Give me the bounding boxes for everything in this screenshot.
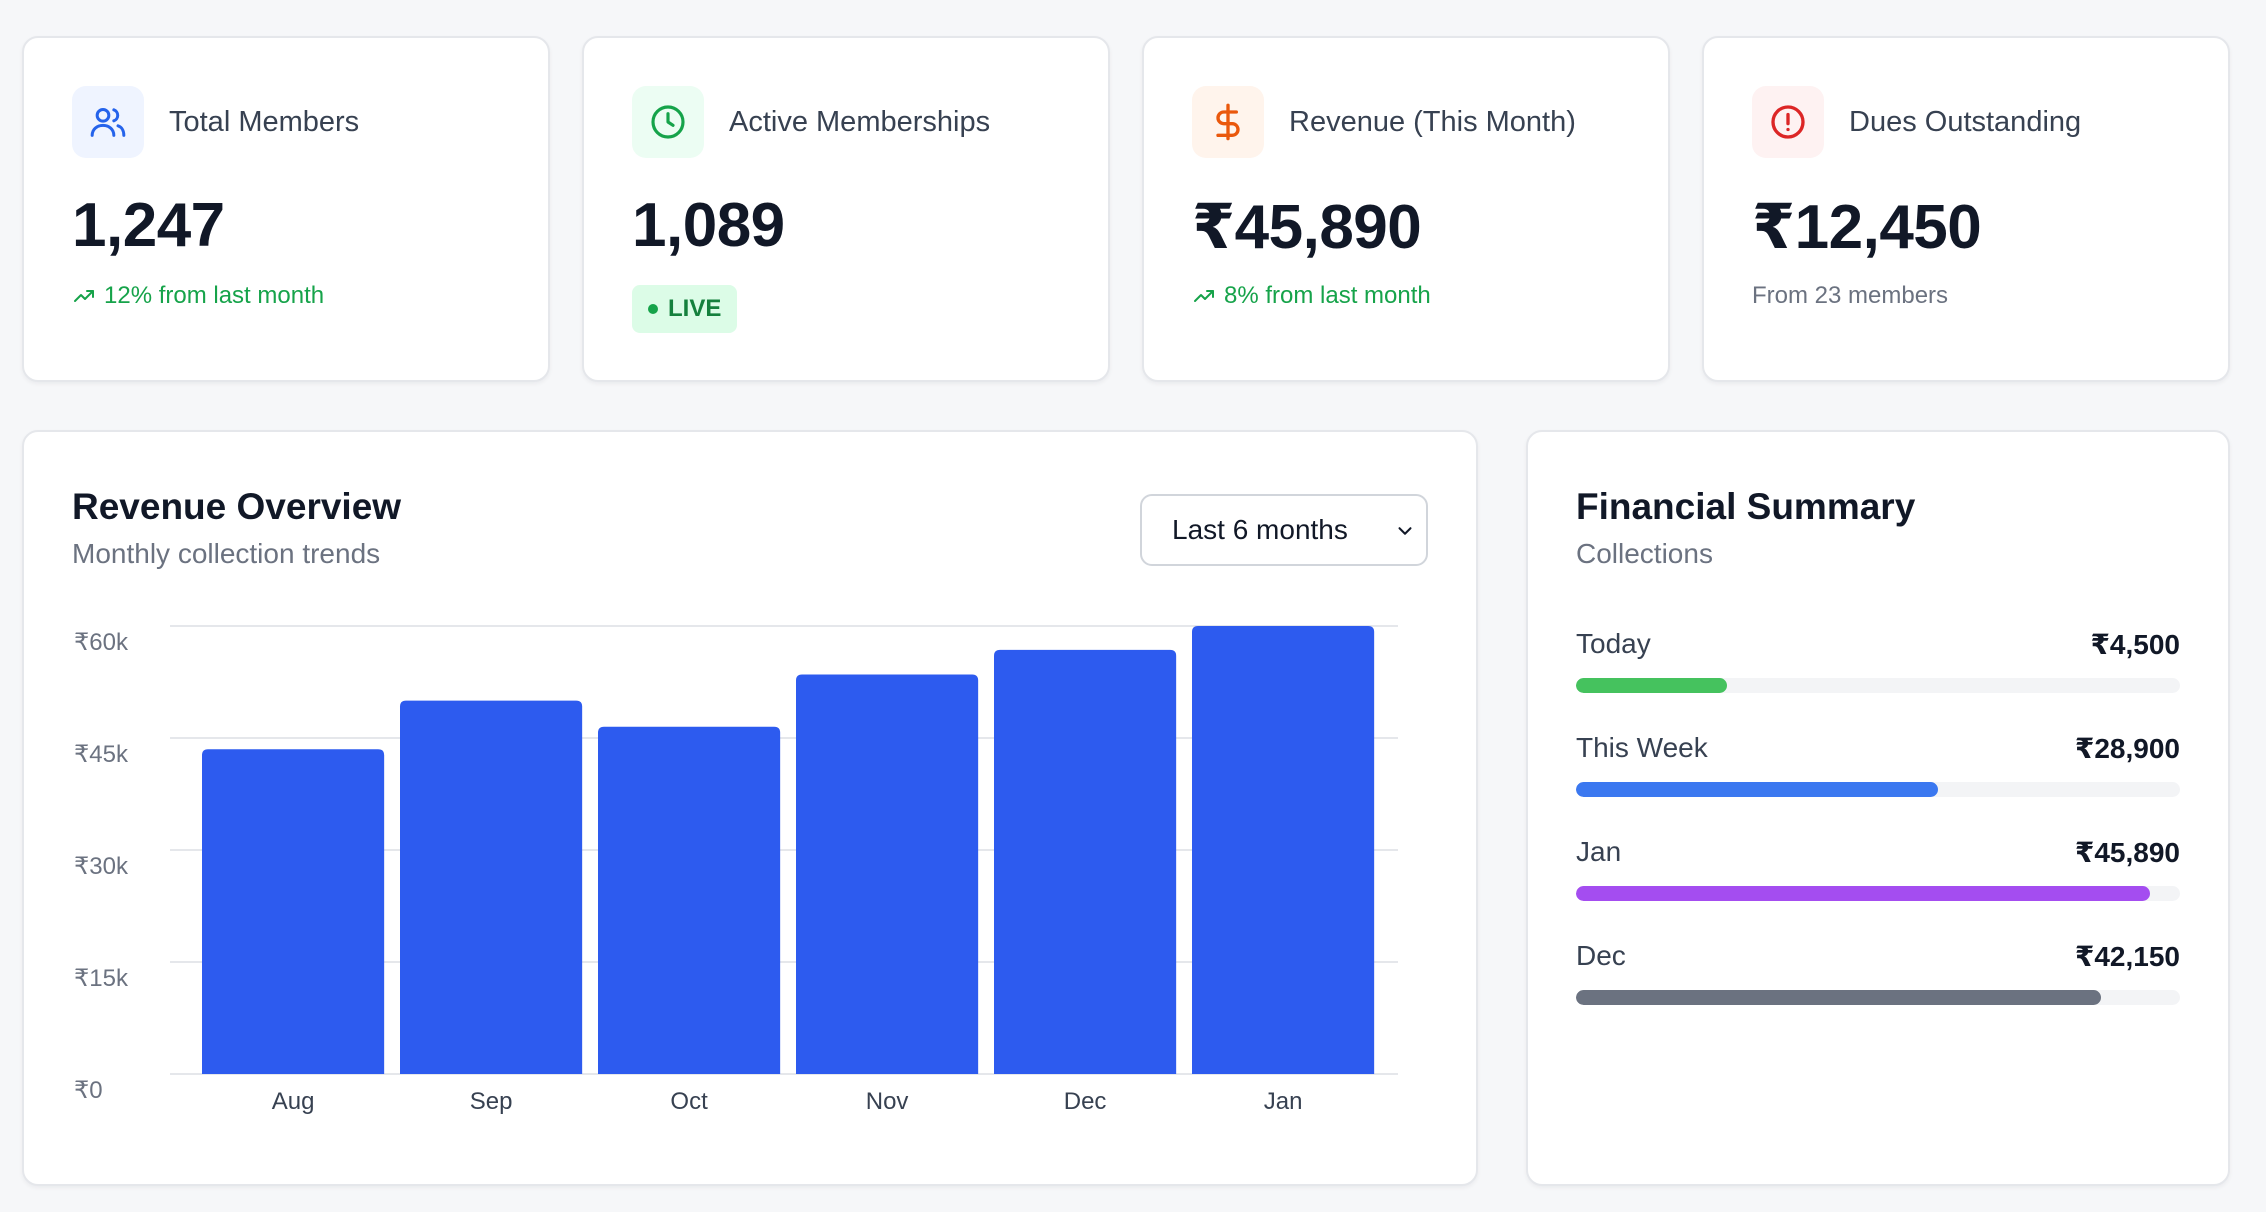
stat-subtext-text: From 23 members bbox=[1752, 282, 1949, 309]
collection-label: This Week bbox=[1576, 732, 1708, 763]
chart-bar-sep bbox=[400, 700, 583, 1074]
live-badge: LIVE bbox=[632, 285, 738, 333]
collection-amount: ₹4,500 bbox=[2090, 629, 2180, 660]
collection-amount: ₹28,900 bbox=[2074, 733, 2180, 764]
stat-subtext: From 23 members bbox=[1752, 282, 1948, 310]
collection-progress-fill bbox=[1576, 886, 2150, 901]
clock-icon bbox=[632, 86, 704, 158]
chart-bar-jan bbox=[1192, 626, 1375, 1074]
x-tick-label: Jan bbox=[1264, 1088, 1303, 1115]
collection-progress-fill bbox=[1576, 782, 1939, 797]
trending-up-icon bbox=[1194, 290, 1214, 302]
dollar-icon bbox=[1192, 86, 1264, 158]
financial-summary-card: Financial Summary Collections Today ₹4,5… bbox=[1526, 430, 2230, 1186]
chart-bar-oct bbox=[598, 726, 781, 1074]
collection-label: Jan bbox=[1576, 836, 1622, 867]
live-badge-text: LIVE bbox=[668, 295, 722, 322]
stat-label: Total Members bbox=[169, 106, 360, 138]
collection-progress-track bbox=[1576, 990, 2180, 1005]
collection-label: Today bbox=[1576, 628, 1651, 659]
stat-card-dues-outstanding: Dues Outstanding ₹12,450 From 23 members bbox=[1702, 36, 2230, 382]
live-dot-icon bbox=[648, 304, 658, 314]
stat-label: Dues Outstanding bbox=[1849, 106, 2082, 138]
x-tick-label: Nov bbox=[866, 1088, 909, 1115]
collection-progress-track bbox=[1576, 678, 2180, 693]
revenue-title: Revenue Overview bbox=[72, 486, 402, 527]
stat-value: 1,247 bbox=[72, 191, 225, 260]
revenue-bar-chart: ₹0 ₹15k ₹30k ₹45k ₹60k Aug Sep Oct Nov Dec Jan bbox=[74, 625, 1398, 1115]
stat-value: ₹45,890 bbox=[1192, 193, 1422, 262]
chart-bar-nov bbox=[796, 674, 979, 1074]
revenue-subtitle: Monthly collection trends bbox=[72, 538, 381, 569]
stat-trend-text: 12% from last month bbox=[104, 282, 325, 309]
y-tick-label: ₹30k bbox=[74, 853, 129, 880]
y-tick-label: ₹60k bbox=[74, 629, 129, 656]
x-tick-label: Dec bbox=[1064, 1088, 1107, 1115]
period-select-value: Last 6 months bbox=[1172, 514, 1348, 545]
collection-progress-track bbox=[1576, 782, 2180, 797]
collection-label: Dec bbox=[1576, 940, 1626, 971]
x-tick-label: Sep bbox=[470, 1088, 513, 1115]
collection-progress-fill bbox=[1576, 990, 2102, 1005]
chart-bar-dec bbox=[994, 649, 1177, 1074]
stat-trend: 12% from last month bbox=[72, 282, 324, 310]
stat-card-revenue: Revenue (This Month) ₹45,890 8% from las… bbox=[1142, 36, 1670, 382]
financial-title: Financial Summary bbox=[1576, 486, 1916, 527]
alert-circle-icon bbox=[1752, 86, 1824, 158]
users-icon bbox=[72, 86, 144, 158]
period-select[interactable]: Last 6 months bbox=[1140, 494, 1428, 566]
stat-label: Revenue (This Month) bbox=[1289, 106, 1576, 138]
stat-card-total-members: Total Members 1,247 12% from last month bbox=[22, 36, 550, 382]
chevron-down-icon bbox=[1398, 527, 1412, 535]
chart-bar-aug bbox=[202, 749, 385, 1074]
stat-value: 1,089 bbox=[632, 191, 785, 260]
stat-label: Active Memberships bbox=[729, 106, 991, 138]
stat-card-active-memberships: Active Memberships 1,089 LIVE bbox=[582, 36, 1110, 382]
financial-subtitle: Collections bbox=[1576, 538, 1713, 569]
y-tick-label: ₹0 bbox=[74, 1077, 103, 1104]
y-tick-label: ₹15k bbox=[74, 965, 129, 992]
revenue-overview-card: Revenue Overview Monthly collection tren… bbox=[22, 430, 1478, 1186]
collection-amount: ₹45,890 bbox=[2074, 837, 2180, 868]
x-tick-label: Oct bbox=[670, 1088, 708, 1115]
collection-progress-fill bbox=[1576, 678, 1727, 693]
x-tick-label: Aug bbox=[272, 1088, 315, 1115]
stat-value: ₹12,450 bbox=[1752, 193, 1982, 262]
trending-up-icon bbox=[74, 290, 94, 302]
y-tick-label: ₹45k bbox=[74, 741, 129, 768]
stat-trend: 8% from last month bbox=[1192, 282, 1431, 310]
collection-progress-track bbox=[1576, 886, 2180, 901]
stat-trend-text: 8% from last month bbox=[1224, 282, 1431, 309]
collection-amount: ₹42,150 bbox=[2074, 941, 2180, 972]
